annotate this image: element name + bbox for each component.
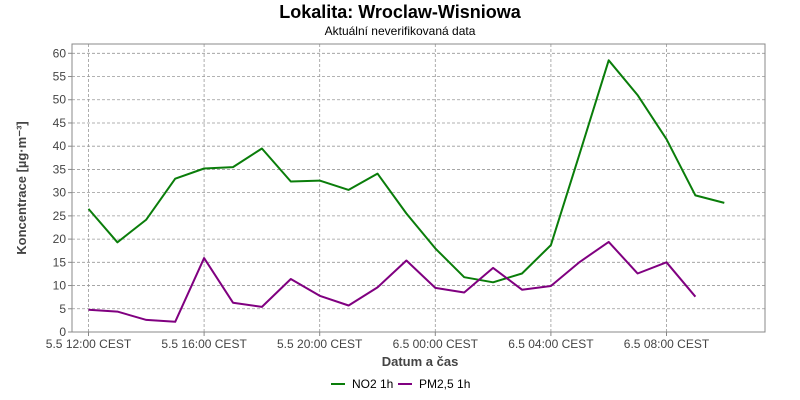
x-tick-label: 6.5 00:00 CEST [393,337,479,351]
y-tick-label: 35 [53,162,67,176]
y-tick-label: 5 [59,302,66,316]
legend: NO2 1h PM2,5 1h [331,377,470,391]
series [87,59,725,323]
chart-subtitle: Aktuální neverifikovaná data [325,24,476,38]
legend-label: NO2 1h [352,377,393,391]
series-line-0 [87,59,725,284]
y-axis-label: Koncentrace [µg·m⁻³] [14,121,29,255]
x-tick-label: 5.5 20:00 CEST [277,337,363,351]
grid [72,44,765,333]
legend-label: PM2,5 1h [419,377,470,391]
y-tick-label: 30 [53,186,67,200]
y-tick-label: 60 [53,46,67,60]
y-tick-label: 25 [53,209,67,223]
x-tick-label: 6.5 04:00 CEST [508,337,594,351]
y-tick-label: 55 [53,70,67,84]
y-tick-label: 50 [53,93,67,107]
y-tick-label: 10 [53,279,67,293]
chart-title: Lokalita: Wroclaw-Wisniowa [279,2,522,22]
y-tick-label: 40 [53,139,67,153]
x-axis-label: Datum a čas [382,354,459,369]
y-tick-label: 0 [59,325,66,339]
x-tick-label: 5.5 16:00 CEST [161,337,247,351]
x-axis: 5.5 12:00 CEST 5.5 16:00 CEST 5.5 20:00 CE… [46,332,710,351]
x-tick-label: 6.5 08:00 CEST [624,337,710,351]
series-line-1 [88,240,697,323]
y-tick-label: 15 [53,255,67,269]
y-tick-label: 45 [53,116,67,130]
y-tick-label: 20 [53,232,67,246]
y-axis: 0 5 10 15 20 25 30 35 40 45 50 55 60 [53,46,72,339]
plot-area [71,43,766,333]
x-tick-label: 5.5 12:00 CEST [46,337,132,351]
